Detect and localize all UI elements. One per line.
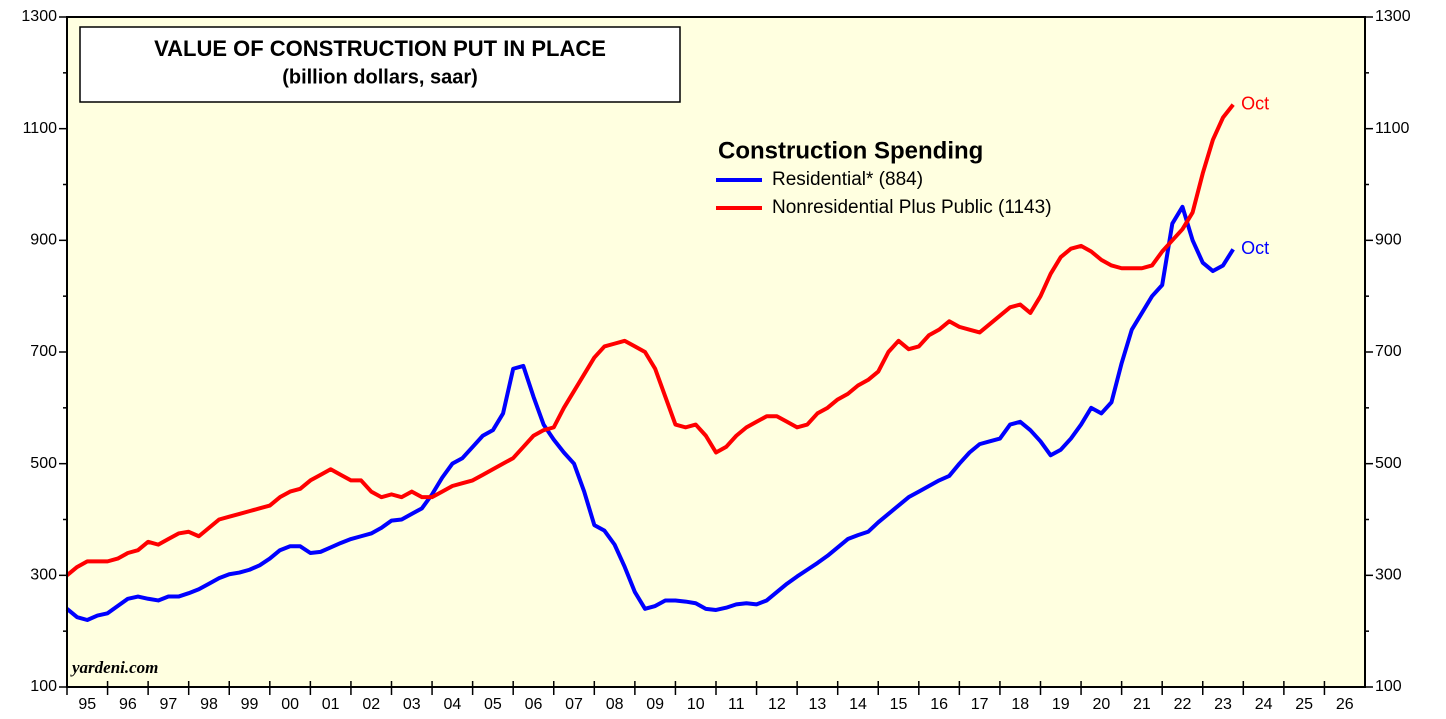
end-label: Oct <box>1241 238 1269 258</box>
x-tick-label: 01 <box>322 696 340 713</box>
x-tick-label: 26 <box>1336 696 1354 713</box>
x-tick-label: 95 <box>78 696 96 713</box>
y2-tick-label: 500 <box>1375 455 1402 472</box>
series-line <box>65 204 1235 622</box>
legend-label: Residential* (884) <box>772 169 923 190</box>
chart-title: VALUE OF CONSTRUCTION PUT IN PLACE <box>154 36 606 61</box>
x-tick-label: 04 <box>443 696 461 713</box>
x-tick-label: 15 <box>890 696 908 713</box>
y-tick-label: 700 <box>30 343 57 360</box>
y2-tick-label: 1300 <box>1375 8 1411 25</box>
x-tick-label: 96 <box>119 696 137 713</box>
plot-background <box>67 17 1365 687</box>
y-tick-label: 900 <box>30 232 57 249</box>
x-tick-label: 00 <box>281 696 299 713</box>
x-tick-label: 21 <box>1133 696 1151 713</box>
x-tick-label: 24 <box>1255 696 1273 713</box>
x-tick-label: 18 <box>1011 696 1029 713</box>
x-tick-label: 20 <box>1092 696 1110 713</box>
x-tick-label: 22 <box>1174 696 1192 713</box>
x-tick-label: 98 <box>200 696 218 713</box>
y-tick-label: 1300 <box>21 8 57 25</box>
y-tick-label: 500 <box>30 455 57 472</box>
x-tick-label: 06 <box>525 696 543 713</box>
x-tick-label: 99 <box>241 696 259 713</box>
y2-tick-label: 300 <box>1375 567 1402 584</box>
series-line <box>65 103 1235 577</box>
y2-tick-label: 700 <box>1375 343 1402 360</box>
x-tick-label: 10 <box>687 696 705 713</box>
y2-tick-label: 100 <box>1375 678 1402 695</box>
x-tick-label: 14 <box>849 696 867 713</box>
x-tick-label: 11 <box>728 696 745 713</box>
x-tick-label: 25 <box>1295 696 1313 713</box>
x-tick-label: 09 <box>646 696 664 713</box>
end-label: Oct <box>1241 93 1269 113</box>
series-group: Oct Oct <box>65 93 1269 622</box>
x-tick-label: 08 <box>606 696 624 713</box>
title-box <box>79 26 681 103</box>
legend-title: Construction Spending <box>718 137 983 164</box>
y2-tick-label: 1100 <box>1375 120 1410 137</box>
chart-subtitle: (billion dollars, saar) <box>282 66 478 88</box>
x-tick-label: 12 <box>768 696 786 713</box>
x-tick-label: 02 <box>362 696 380 713</box>
legend-label: Nonresidential Plus Public (1143) <box>772 197 1052 218</box>
x-tick-label: 13 <box>809 696 827 713</box>
x-tick-label: 16 <box>930 696 948 713</box>
x-tick-label: 07 <box>565 696 583 713</box>
y2-tick-label: 900 <box>1375 232 1402 249</box>
y-tick-label: 300 <box>30 567 57 584</box>
source: yardeni.com <box>70 658 158 677</box>
x-tick-label: 03 <box>403 696 421 713</box>
x-tick-label: 97 <box>160 696 178 713</box>
x-tick-label: 17 <box>971 696 989 713</box>
x-tick-label: 05 <box>484 696 502 713</box>
x-tick-label: 23 <box>1214 696 1232 713</box>
y-tick-label: 100 <box>30 678 57 695</box>
plot-frame <box>66 16 1366 688</box>
y-tick-label: 1100 <box>23 120 58 137</box>
x-tick-label: 19 <box>1052 696 1070 713</box>
